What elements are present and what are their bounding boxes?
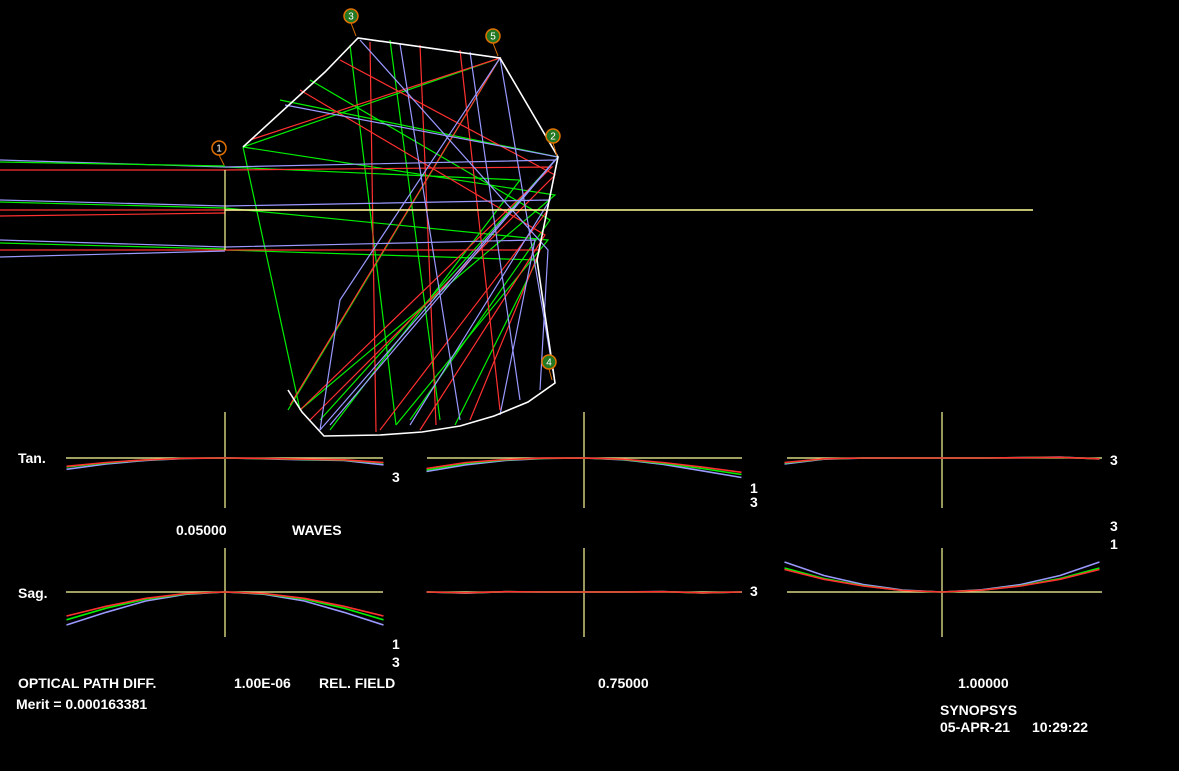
- footer-wavelength: 1.00E-06: [234, 675, 291, 691]
- surface-badge-leader: [218, 154, 225, 166]
- opd-panel-5: 3: [426, 548, 758, 637]
- opd-curve-label: 3: [1110, 518, 1118, 534]
- surface-badge-number: 3: [348, 12, 354, 23]
- ray-21: [224, 166, 554, 411]
- merit-value: Merit = 0.000163381: [16, 696, 147, 712]
- opd-panel-4: 13: [66, 548, 400, 670]
- surface-badge-circle: [545, 128, 561, 144]
- surface-badge-number: 4: [546, 358, 552, 369]
- footer-title: OPTICAL PATH DIFF.: [18, 675, 156, 691]
- ray-19: [224, 166, 522, 431]
- surface-badge-leader: [350, 22, 357, 37]
- opd-curve-label: 3: [392, 654, 400, 670]
- run-date: 05-APR-21: [940, 719, 1010, 735]
- opd-curve-label: 3: [750, 494, 758, 510]
- surface-badges: 1 2 3 4 5: [211, 8, 561, 381]
- ray-10: [0, 250, 226, 258]
- ray-3: [0, 199, 226, 207]
- field-label-2: 0.75000: [598, 675, 649, 691]
- surface-badge-circle: [541, 354, 557, 370]
- surface-badge-number: 1: [216, 144, 222, 155]
- ray-16: [309, 79, 551, 421]
- surface-badge-leader: [492, 42, 499, 57]
- opd-curve-label: 3: [1110, 452, 1118, 468]
- ray-32: [224, 239, 536, 416]
- program-name: SYNOPSYS: [940, 702, 1017, 718]
- opd-curve-label: 3: [750, 583, 758, 599]
- surface-badge-number: 5: [490, 32, 496, 43]
- opd-curve-wl1: [426, 457, 742, 474]
- surface-badge-leader: [548, 368, 553, 381]
- scale-unit: WAVES: [292, 522, 342, 538]
- ray-18: [389, 39, 441, 421]
- ray-26: [419, 44, 437, 426]
- opd-curve-label: 1: [392, 636, 400, 652]
- opd-curve-wl1: [784, 456, 1100, 464]
- surface-badge-3: 3: [343, 8, 359, 37]
- run-time: 10:29:22: [1032, 719, 1088, 735]
- prism-outline: [242, 37, 559, 437]
- ray-37: [399, 43, 461, 421]
- ray-34: [359, 39, 549, 391]
- ray-9: [0, 212, 226, 217]
- surface-badge-4: 4: [541, 354, 557, 381]
- opd-panel-3: 3: [784, 412, 1118, 508]
- opd-curve-wl1: [784, 568, 1100, 593]
- footer-rel-field: REL. FIELD: [319, 675, 395, 691]
- surface-badge-circle: [343, 8, 359, 24]
- surface-badge-circle: [211, 140, 227, 156]
- ray-12: [224, 207, 550, 426]
- ray-5: [0, 201, 226, 209]
- opd-curve-wl1: [66, 591, 384, 617]
- scale-value: 0.05000: [176, 522, 227, 538]
- ray-36: [469, 51, 521, 401]
- ray-8: [0, 242, 226, 250]
- ray-35: [319, 57, 501, 431]
- ray-27: [459, 49, 501, 411]
- ray-23: [225, 249, 541, 421]
- opd-curve-label: 3: [392, 469, 400, 485]
- surface-badge-circle: [485, 28, 501, 44]
- surface-badge-5: 5: [485, 28, 501, 57]
- opd-panel-1: 3: [66, 412, 400, 508]
- surface-badge-2: 2: [545, 128, 561, 157]
- opd-panel-2: 13: [426, 412, 758, 510]
- surface-badge-leader: [552, 142, 558, 157]
- sag-label: Sag.: [18, 585, 48, 601]
- ray-2: [0, 161, 226, 167]
- opd-curve-label: 1: [1110, 536, 1118, 552]
- opd-curve-wl1: [426, 590, 742, 594]
- ray-25: [299, 89, 546, 431]
- lens-layout-diagram: 1 2 3 4 5: [0, 8, 1033, 437]
- surface-badge-1: 1: [211, 140, 227, 166]
- opd-panel-6: 31: [784, 518, 1118, 637]
- field-label-3: 1.00000: [958, 675, 1009, 691]
- opd-curve-label: 1: [750, 480, 758, 496]
- ray-20: [242, 146, 301, 411]
- opd-curve-wl1: [66, 457, 384, 468]
- surface-badge-number: 2: [550, 132, 556, 143]
- tan-label: Tan.: [18, 450, 46, 466]
- ray-6: [0, 239, 226, 248]
